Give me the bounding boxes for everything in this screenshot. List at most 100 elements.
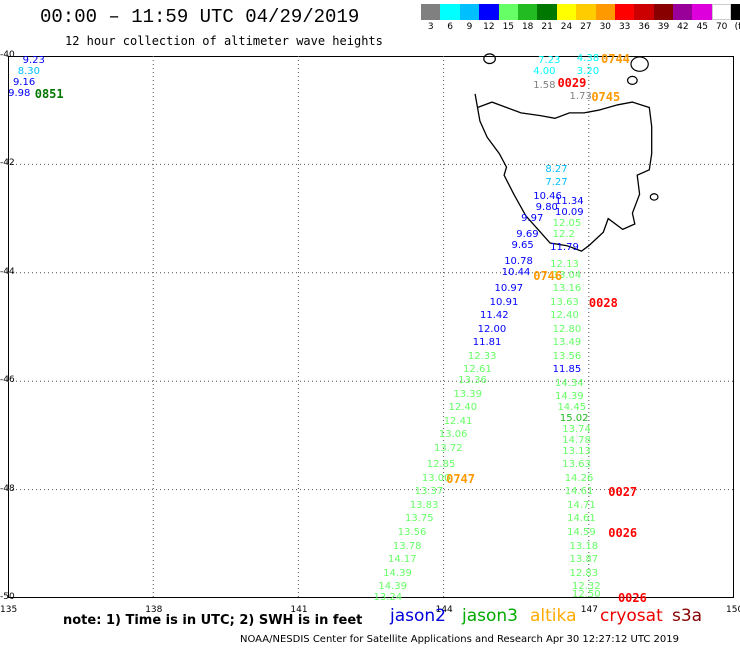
scale-swatch [653, 4, 674, 20]
pass-time-label: 0026 [617, 591, 647, 605]
longitude-label: 141 [290, 605, 308, 615]
legend-jason3: jason3 [462, 606, 518, 626]
longitude-label: 144 [435, 605, 453, 615]
legend-cryosat: cryosat [600, 606, 663, 626]
wave-height-label: 9.16 [12, 77, 36, 89]
wave-height-label: 9.69 [516, 228, 539, 240]
scale-swatch [731, 4, 740, 20]
wave-height-label: 14.71 [567, 499, 596, 511]
wave-height-label: 11.81 [472, 337, 502, 349]
wave-height-label: 9.98 [8, 87, 31, 99]
legend-jason2: jason2 [390, 606, 446, 626]
page-title: 00:00 – 11:59 UTC 04/29/2019 [40, 6, 360, 28]
latitude-label: -42 [0, 158, 15, 169]
wave-height-label: 13.75 [404, 513, 434, 525]
scale-swatch [440, 4, 460, 20]
wave-height-label: 9.23 [22, 55, 45, 67]
wave-height-label: 12.00 [477, 323, 507, 335]
island-outline [630, 56, 649, 72]
wave-height-label: 3.20 [576, 66, 600, 78]
wave-height-label: 13.16 [552, 283, 582, 295]
wave-height-label: 13.56 [397, 526, 427, 538]
wave-height-label: 10.97 [494, 283, 524, 295]
scale-swatch [421, 4, 441, 20]
wave-height-label: 14.61 [567, 513, 596, 525]
wave-height-label: 13.83 [409, 499, 439, 511]
scale-swatch [711, 4, 732, 20]
latitude-label: -46 [0, 375, 15, 386]
wave-height-label: 7.23 [538, 55, 561, 67]
wave-height-label: 13.74 [562, 423, 591, 435]
wave-height-label: 11.85 [552, 364, 582, 376]
pass-time-label: 0028 [588, 295, 618, 310]
wave-height-label: 14.39 [555, 391, 584, 403]
wave-height-label: 13.37 [414, 486, 444, 498]
wave-height-label: 4.38 [576, 52, 600, 64]
scale-label: 45 [696, 22, 709, 32]
wave-height-label: 12.41 [443, 415, 473, 427]
wave-height-label: 12.33 [467, 350, 497, 362]
wave-height-label: 1.58 [533, 79, 556, 91]
scale-swatch [479, 4, 499, 20]
wave-height-label: 12.83 [569, 567, 599, 579]
pass-time-label: 0746 [533, 268, 563, 283]
wave-height-label: 11.79 [550, 242, 579, 254]
wave-height-label: 14.17 [388, 554, 417, 566]
footnote: note: 1) Time is in UTC; 2) SWH is in fe… [63, 613, 363, 628]
wave-height-label: 14.78 [562, 434, 591, 446]
wave-height-label: 12.32 [571, 581, 601, 593]
scale-label: 9 [466, 22, 473, 32]
scale-label: 18 [521, 22, 534, 32]
island-outline [626, 75, 638, 85]
scale-swatch [634, 4, 654, 20]
wave-height-label: 13.18 [569, 540, 599, 552]
wave-height-label: 11.34 [555, 196, 584, 208]
scale-label: 21 [541, 22, 553, 32]
island-outline [649, 193, 659, 201]
map-frame [8, 56, 734, 598]
wave-height-label: 13.49 [552, 337, 582, 349]
pass-time-label: 0029 [557, 76, 587, 91]
wave-height-label: 12.40 [448, 402, 478, 414]
credit-line: NOAA/NESDIS Center for Satellite Applica… [240, 634, 679, 645]
wave-height-label: 12.13 [550, 258, 579, 270]
wave-height-label: 14.39 [378, 581, 407, 593]
scale-swatch [537, 4, 557, 20]
wave-height-label: 4.00 [533, 66, 556, 78]
scale-swatch [614, 4, 635, 20]
scale-swatch [692, 4, 712, 20]
wave-height-label: 13.00 [421, 472, 451, 484]
wave-height-label: 12.61 [463, 364, 492, 376]
wave-height-label: 12.40 [550, 310, 579, 322]
wave-height-label: 11.42 [480, 310, 509, 322]
legend-altika: altika [530, 606, 577, 626]
scale-swatch [517, 4, 538, 20]
wave-height-label: 9.80 [535, 201, 558, 213]
scale-label: 6 [447, 22, 453, 32]
wave-height-label: 10.78 [504, 255, 533, 267]
wave-height-label: 15.02 [559, 413, 589, 425]
scale-swatch [556, 4, 577, 20]
latitude-label: -40 [0, 50, 15, 60]
wave-height-label: 14.39 [383, 567, 412, 579]
wave-height-label: 12.50 [571, 589, 601, 601]
wave-height-label: 13.87 [569, 554, 599, 566]
latitude-label: -48 [0, 483, 15, 494]
scale-label: 36 [638, 22, 650, 32]
wave-height-label: 13.39 [453, 388, 483, 400]
scale-swatch [498, 4, 518, 20]
scale-label: 30 [599, 22, 612, 32]
wave-height-label: 9.97 [521, 212, 544, 224]
wave-height-label: 12.05 [552, 218, 582, 230]
wave-height-label: 10.44 [501, 266, 531, 278]
wave-height-label: 9.65 [511, 239, 534, 251]
wave-height-label: 13.56 [552, 350, 582, 362]
longitude-label: 135 [0, 605, 18, 615]
pass-time-label: 0747 [446, 471, 476, 486]
scale-label: 15 [502, 22, 515, 32]
scale-swatch [595, 4, 615, 20]
scale-swatch [673, 4, 693, 20]
wave-height-label: 10.46 [533, 190, 562, 202]
wave-height-label: 13.24 [373, 592, 403, 603]
wave-height-label: 10.91 [489, 296, 519, 308]
